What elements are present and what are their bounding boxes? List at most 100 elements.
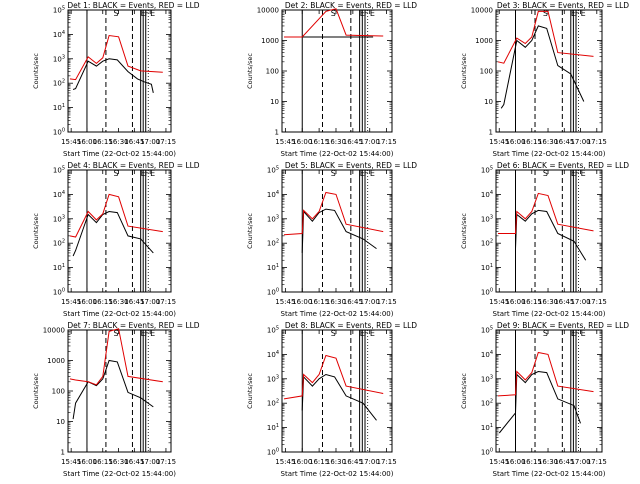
marker-label: S (113, 9, 118, 18)
x-tick-label: 17:00 (360, 458, 380, 466)
marker-label: S (113, 329, 118, 338)
series-events (301, 373, 377, 421)
x-tick-label: 16:15 (522, 458, 542, 466)
panel-title: Det 1: BLACK = Events, RED = LLD (67, 1, 199, 10)
plot-frame (495, 9, 603, 133)
x-tick-label: 16:45 (554, 138, 574, 146)
x-tick-label: 16:30 (108, 298, 128, 306)
marker-label: E (571, 329, 576, 338)
x-tick-label: 17:00 (360, 138, 380, 146)
y-axis-label: Counts/sec (460, 213, 468, 249)
detector-panel-9: Det 9: BLACK = Events, RED = LLD Counts/s… (460, 321, 629, 478)
y-axis-label: Counts/sec (246, 213, 254, 249)
panel-title: Det 3: BLACK = Events, RED = LLD (497, 1, 629, 10)
series-events (515, 209, 587, 261)
series-lld (497, 351, 594, 397)
series-lld (283, 354, 384, 400)
x-tick-label: 17:15 (156, 458, 176, 466)
x-axis-label: Start Time (22-Oct-02 15:44:00) (493, 150, 606, 158)
x-axis-label: Start Time (22-Oct-02 15:44:00) (63, 310, 176, 318)
plot-frame (281, 9, 393, 133)
x-tick-label: 15:45 (275, 138, 295, 146)
y-tick-label: 1000 (47, 357, 65, 365)
marker-label: S (543, 329, 548, 338)
y-axis-label: Counts/sec (32, 53, 40, 89)
plot-frame (67, 169, 172, 293)
x-tick-label: 16:45 (124, 458, 144, 466)
marker-label: F (364, 169, 369, 178)
marker-label: F (575, 329, 580, 338)
x-tick-label: 16:45 (343, 298, 363, 306)
y-tick-label: 104 (267, 190, 279, 199)
x-tick-label: 15:45 (489, 458, 509, 466)
marker-label: E (370, 169, 375, 178)
y-tick-label: 101 (481, 263, 493, 272)
x-tick-label: 16:00 (505, 298, 525, 306)
panel-title: Det 8: BLACK = Events, RED = LLD (285, 321, 417, 330)
x-tick-label: 16:00 (77, 298, 97, 306)
series-events (500, 25, 585, 109)
x-tick-label: 16:00 (77, 138, 97, 146)
panel-title: Det 9: BLACK = Events, RED = LLD (497, 321, 629, 330)
x-axis-label: Start Time (22-Oct-02 15:44:00) (63, 150, 176, 158)
y-tick-label: 1000 (475, 37, 493, 45)
marker-label: S (331, 9, 336, 18)
x-tick-label: 17:15 (156, 298, 176, 306)
x-tick-label: 17:15 (377, 298, 397, 306)
marker-label: S (543, 169, 548, 178)
x-tick-label: 16:15 (522, 138, 542, 146)
x-tick-label: 16:15 (309, 138, 329, 146)
y-axis-label: Counts/sec (460, 373, 468, 409)
plot-frame (281, 169, 393, 293)
series-events (498, 370, 581, 434)
marker-label: E (360, 9, 365, 18)
x-axis-label: Start Time (22-Oct-02 15:44:00) (281, 310, 394, 318)
y-tick-label: 102 (53, 239, 65, 248)
x-tick-label: 16:45 (343, 138, 363, 146)
marker-label: F (575, 9, 580, 18)
marker-label: F (364, 329, 369, 338)
series-lld (69, 328, 163, 386)
x-tick-label: 17:00 (570, 298, 590, 306)
y-tick-label: 10 (484, 98, 493, 106)
y-tick-label: 102 (53, 79, 65, 88)
y-tick-label: 100 (480, 68, 493, 76)
x-tick-label: 16:15 (309, 458, 329, 466)
x-tick-label: 16:15 (522, 298, 542, 306)
detector-panel-2: Det 2: BLACK = Events, RED = LLD Counts/s… (246, 1, 417, 158)
y-tick-label: 1 (61, 449, 65, 457)
panel-title: Det 4: BLACK = Events, RED = LLD (67, 161, 199, 170)
y-tick-label: 100 (53, 128, 65, 137)
y-axis-label: Counts/sec (460, 53, 468, 89)
y-tick-label: 100 (267, 288, 279, 297)
panel-title: Det 6: BLACK = Events, RED = LLD (497, 161, 629, 170)
y-tick-label: 102 (481, 399, 493, 408)
y-tick-label: 105 (267, 166, 279, 175)
marker-label: S (543, 9, 548, 18)
y-axis-label: Counts/sec (246, 53, 254, 89)
plot-frame (67, 329, 172, 453)
y-tick-label: 105 (53, 6, 65, 15)
y-tick-label: 101 (53, 103, 65, 112)
x-axis-label: Start Time (22-Oct-02 15:44:00) (493, 310, 606, 318)
y-tick-label: 101 (53, 263, 65, 272)
plot-frame (495, 169, 603, 293)
x-tick-label: 16:30 (538, 298, 558, 306)
series-lld (284, 8, 384, 38)
y-tick-label: 102 (267, 399, 279, 408)
y-tick-label: 100 (481, 288, 493, 297)
y-tick-label: 104 (481, 350, 493, 359)
y-axis-label: Counts/sec (32, 373, 40, 409)
marker-label: F (575, 169, 580, 178)
x-tick-label: 17:00 (140, 138, 160, 146)
detector-panel-1: Det 1: BLACK = Events, RED = LLD Counts/s… (32, 1, 200, 158)
series-events (301, 208, 377, 253)
marker-label: E (370, 329, 375, 338)
detector-panel-6: Det 6: BLACK = Events, RED = LLD Counts/s… (460, 161, 629, 318)
y-tick-label: 101 (481, 423, 493, 432)
marker-label: E (141, 329, 146, 338)
x-tick-label: 16:00 (505, 458, 525, 466)
y-tick-label: 101 (267, 423, 279, 432)
marker-label: E (141, 9, 146, 18)
